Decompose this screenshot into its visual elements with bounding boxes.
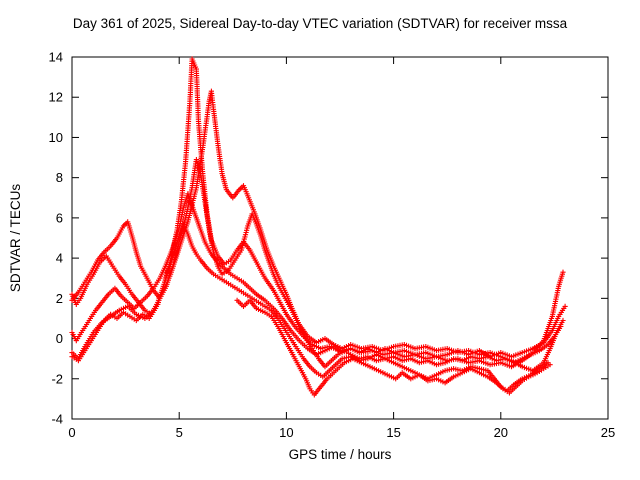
x-axis-label: GPS time / hours (288, 447, 392, 462)
x-tick-label: 5 (176, 425, 183, 440)
y-tick-label: 6 (56, 210, 63, 225)
y-tick-label: -2 (51, 371, 63, 386)
y-tick-label: 10 (49, 130, 63, 145)
y-tick-label: 8 (56, 170, 63, 185)
x-tick-label: 10 (279, 425, 293, 440)
y-tick-label: 14 (49, 50, 63, 65)
y-tick-label: -4 (51, 412, 63, 427)
y-tick-label: 0 (56, 331, 63, 346)
x-axis-ticks: 0 5 10 15 20 25 (68, 57, 615, 440)
x-tick-label: 0 (68, 425, 75, 440)
y-tick-label: 12 (49, 90, 63, 105)
plot-border (71, 56, 609, 420)
x-tick-label: 20 (494, 425, 508, 440)
y-tick-label: 4 (56, 251, 63, 266)
chart-title: Day 361 of 2025, Sidereal Day-to-day VTE… (72, 16, 568, 31)
y-axis-ticks: -4 -2 0 2 4 6 8 10 12 14 (49, 50, 608, 427)
y-tick-label: 2 (56, 291, 63, 306)
x-tick-label: 15 (386, 425, 400, 440)
data-point-markers (69, 56, 568, 398)
x-tick-label: 25 (601, 425, 615, 440)
